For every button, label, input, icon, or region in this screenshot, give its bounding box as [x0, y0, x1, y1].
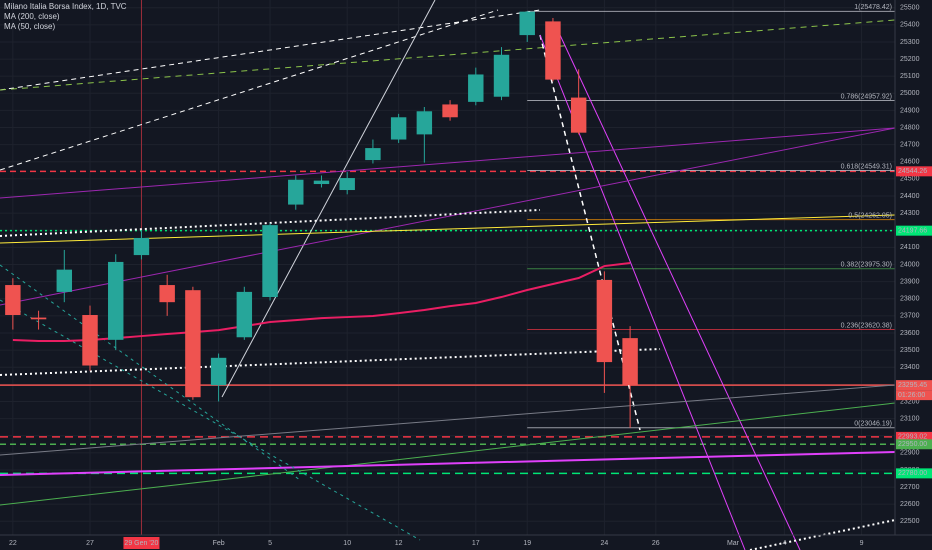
candle-body — [210, 357, 227, 386]
fib-label: 1(25478.42) — [854, 4, 892, 11]
candle-body — [442, 104, 458, 118]
indicator-legend: MA (200, close) — [4, 12, 60, 21]
price-tag — [896, 166, 932, 177]
candle-body — [339, 178, 355, 191]
y-tick-label: 23100 — [900, 415, 920, 422]
axes: 2250022600227002280022900230002310023200… — [9, 5, 932, 549]
y-tick-label: 25400 — [900, 22, 920, 29]
y-tick-label: 25300 — [900, 39, 920, 46]
countdown: 01:26:00 — [898, 392, 925, 399]
x-tick-label: 17 — [472, 540, 480, 547]
x-tick-label: 5 — [268, 540, 272, 547]
candle-body — [416, 111, 433, 135]
price-tag-label: 22993.02 — [898, 434, 927, 441]
y-tick-label: 24300 — [900, 210, 920, 217]
candle-body — [468, 74, 484, 102]
y-tick-label: 24900 — [900, 107, 920, 114]
price-axis — [895, 0, 932, 550]
indicator-legend: MA (50, close) — [4, 22, 55, 31]
candle-body — [262, 225, 278, 298]
y-tick-label: 24500 — [900, 176, 920, 183]
fib-label: 0.618(24549.31) — [841, 163, 892, 170]
y-tick-label: 25500 — [900, 5, 920, 12]
x-tick-label: 24 — [600, 540, 608, 547]
fib-label: 0(23046.19) — [854, 421, 892, 428]
candle-body — [390, 117, 407, 140]
x-tick-label: 29 Gen '20 — [124, 540, 158, 547]
candle-body — [185, 290, 201, 398]
price-tag-label: 22780.00 — [898, 470, 927, 477]
candle-body — [236, 291, 253, 338]
price-tag-label: 22950.00 — [898, 441, 927, 448]
candle-body — [622, 338, 638, 386]
candle-body — [5, 285, 21, 316]
y-tick-label: 23200 — [900, 398, 920, 405]
candle-body — [596, 279, 613, 363]
candle-body — [519, 11, 535, 36]
candle-body — [56, 269, 73, 292]
candle-body — [313, 180, 330, 185]
y-tick-label: 22700 — [900, 484, 920, 491]
candle-body — [159, 285, 175, 303]
fib-label: 0.5(24262.05) — [848, 212, 892, 219]
price-tag-label: 24197.66 — [898, 228, 927, 235]
price-tag-label: 23295.45 — [898, 382, 927, 389]
plot: 1(25478.42) 0.786(24957.92) 0.618(24549.31… — [5, 4, 892, 428]
highlight-box — [123, 537, 160, 549]
y-tick-label: 24000 — [900, 261, 920, 268]
y-tick-label: 23500 — [900, 347, 920, 354]
price-tag — [896, 439, 932, 450]
candle-body — [108, 261, 124, 340]
y-tick-label: 25000 — [900, 90, 920, 97]
candle-body — [570, 97, 587, 133]
y-tick-label: 24400 — [900, 193, 920, 200]
x-tick-label: 26 — [652, 540, 660, 547]
y-tick-label: 25200 — [900, 56, 920, 63]
x-tick-label: 27 — [86, 540, 94, 547]
x-tick-label: 19 — [523, 540, 531, 547]
chart-title: Milano Italia Borsa Index, 1D, TVC — [4, 2, 127, 11]
x-tick-label: 9 — [860, 540, 864, 547]
fib-label: 0.382(23975.30) — [841, 262, 892, 269]
fib-label: 0.236(23620.38) — [841, 322, 892, 329]
y-tick-label: 23400 — [900, 364, 920, 371]
price-tag — [896, 431, 932, 442]
price-tag-label: 24544.26 — [898, 168, 927, 175]
x-tick-label: 10 — [343, 540, 351, 547]
y-tick-label: 24100 — [900, 244, 920, 251]
candle-body — [288, 179, 304, 205]
y-tick-label: 23900 — [900, 278, 920, 285]
y-tick-label: 22900 — [900, 450, 920, 457]
candle-body — [30, 317, 47, 320]
y-tick-label: 24600 — [900, 159, 920, 166]
y-tick-label: 23800 — [900, 296, 920, 303]
x-tick-label: 4 — [782, 540, 786, 547]
y-tick-label: 23700 — [900, 313, 920, 320]
countdown-tag — [896, 390, 932, 401]
y-tick-label: 24800 — [900, 124, 920, 131]
candle-body — [493, 54, 510, 97]
y-tick-label: 24700 — [900, 142, 920, 149]
x-tick-label: Feb — [213, 540, 225, 547]
price-tag — [896, 225, 932, 236]
y-tick-label: 22600 — [900, 501, 920, 508]
x-tick-label: 12 — [395, 540, 403, 547]
x-tick-label: Mar — [727, 540, 740, 547]
y-tick-label: 25100 — [900, 73, 920, 80]
candle-body — [82, 315, 98, 366]
price-tag — [896, 468, 932, 479]
candle-body — [133, 237, 150, 256]
y-tick-label: 23600 — [900, 330, 920, 337]
fib-label: 0.786(24957.92) — [841, 93, 892, 100]
y-tick-label: 22500 — [900, 518, 920, 525]
candle-body — [545, 21, 561, 80]
x-tick-label: 22 — [9, 540, 17, 547]
candle-body — [365, 148, 381, 161]
price-tag — [896, 380, 932, 391]
